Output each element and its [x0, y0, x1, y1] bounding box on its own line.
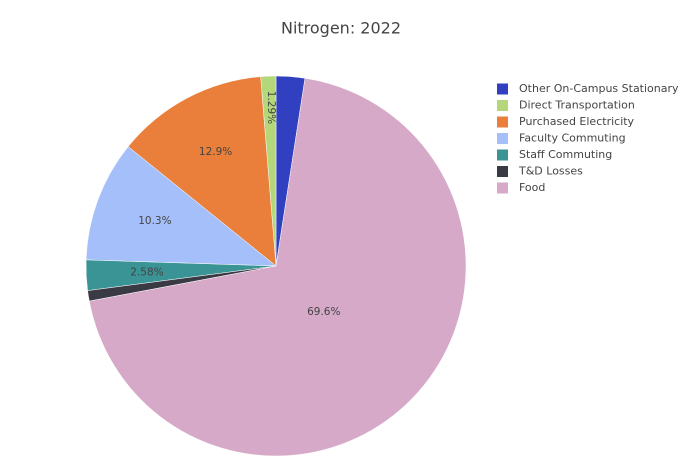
value-label: 69.6%	[307, 306, 340, 318]
legend-swatch	[497, 166, 508, 177]
legend-swatch	[497, 116, 508, 128]
legend-label: Other On-Campus Stationary	[519, 82, 679, 95]
legend-swatch	[497, 133, 508, 144]
value-label: 2.58%	[130, 266, 163, 278]
chart-title: Nitrogen: 2022	[281, 19, 401, 38]
value-label: 12.9%	[199, 146, 232, 158]
pie-slice	[127, 76, 277, 267]
pie-slice	[88, 77, 467, 457]
legend-swatch	[497, 100, 508, 111]
legend-label: Food	[519, 181, 545, 194]
legend-swatch	[497, 83, 508, 95]
pie-slice	[85, 146, 277, 267]
legend-label: Purchased Electricity	[519, 115, 635, 128]
legend-swatch	[497, 149, 508, 161]
value-label: 1.29%	[265, 91, 277, 124]
legend-label: Direct Transportation	[519, 99, 635, 112]
legend-label: Faculty Commuting	[519, 132, 626, 145]
value-label: 10.3%	[138, 215, 171, 227]
legend-swatch	[497, 182, 508, 194]
legend-label: T&D Losses	[518, 165, 583, 178]
legend-label: Staff Commuting	[519, 148, 612, 161]
